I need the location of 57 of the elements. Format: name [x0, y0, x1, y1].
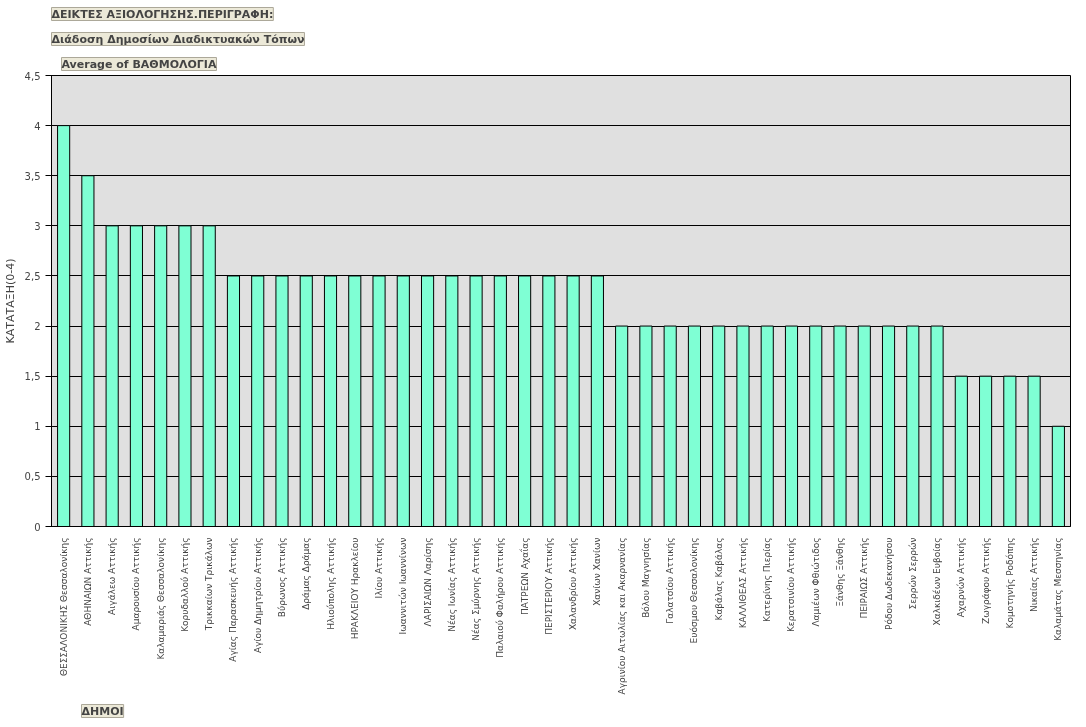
- x-tick-label: ΠΕΙΡΑΙΩΣ Αττικής: [859, 537, 870, 619]
- x-tick-label: Αμαρουσίου Αττικής: [131, 537, 142, 631]
- x-tick-label: Τρικκαίων Τρικάλων: [204, 537, 215, 632]
- x-tick-label: Κατερίνης Πιερίας: [762, 537, 773, 622]
- x-tick-label: ΠΑΤΡΕΩΝ Αχαΐας: [518, 537, 530, 616]
- x-tick-label: Νέας Ιωνίας Αττικής: [446, 537, 457, 632]
- x-tick-label: Καλαμαριάς Θεσσαλονίκης: [155, 537, 166, 660]
- x-tick-label: Χανίων Χανίων: [592, 537, 603, 606]
- x-tick-label: Κομοτηνής Ροδόπης: [1004, 537, 1015, 629]
- x-tick-label: Χαλκιδέων Ευβοίας: [932, 537, 943, 626]
- x-tick-label: Νέας Σμύρνης Αττικής: [471, 537, 482, 641]
- y-tick-label: 2: [34, 321, 41, 333]
- x-tick-label: Αγίου Δημητρίου Αττικής: [252, 537, 263, 653]
- x-tick-label: Αιγάλεω Αττικής: [107, 537, 118, 615]
- x-tick-label: Αγίας Παρασκευής Αττικής: [228, 537, 239, 662]
- x-tick-label: Ρόδου Δωδεκανήσου: [883, 537, 894, 630]
- y-tick-label: 1: [34, 421, 41, 433]
- x-tick-label: Αγρινίου Αιτωλίας και Ακαρνανίας: [616, 537, 627, 695]
- y-tick-label: 4,5: [24, 70, 41, 82]
- x-tick-label: Βόλου Μαγνησίας: [640, 537, 651, 618]
- x-tick-label: ΘΕΣΣΑΛΟΝΙΚΗΣ Θεσσαλονίκης: [58, 537, 69, 677]
- x-tick-label: ΗΡΑΚΛΕΙΟΥ Ηρακλείου: [349, 537, 360, 640]
- x-tick-label: Χαλανδρίου Αττικής: [568, 537, 579, 631]
- chart-title: ΔΕΙΚΤΕΣ ΑΞΙΟΛΟΓΗΣΗΣ.ΠΕΡΙΓΡΑΦΗ:: [51, 7, 274, 21]
- x-tick-label: Λαμιέων Φθιώτιδος: [810, 537, 821, 627]
- x-tick-label: Αχαρνών Αττικής: [956, 537, 967, 618]
- y-tick-label: 0: [34, 521, 41, 533]
- chart-subtitle: Διάδοση Δημοσίων Διαδικτυακών Τόπων: [51, 32, 305, 46]
- x-tick-label: ΚΑΛΛΙΘΕΑΣ Αττικής: [737, 537, 748, 629]
- y-tick-label: 1,5: [24, 371, 41, 383]
- x-tick-label: Κορυδαλλού Αττικής: [179, 537, 190, 632]
- y-tick-label: 2,5: [24, 270, 41, 282]
- x-tick-label: Ζωγράφου Αττικής: [980, 537, 991, 625]
- x-tick-label: Ευόσμου Θεσσαλονίκης: [689, 537, 700, 644]
- x-tick-label: ΠΕΡΙΣΤΕΡΙΟΥ Αττικής: [543, 537, 554, 635]
- x-tick-label: ΑΘΗΝΑΙΩΝ Αττικής: [82, 537, 93, 626]
- x-tick-label: Ηλιούπολης Αττικής: [325, 537, 336, 630]
- x-tick-label: Παλαιού Φαλήρου Αττικής: [495, 537, 506, 658]
- x-tick-label: Νικαίας Αττικής: [1029, 537, 1040, 612]
- text: Average of ΒΑΘΜΟΛΟΓΙΑ: [61, 57, 217, 71]
- x-tick-label: ΛΑΡΙΣΑΙΩΝ Λαρίσης: [422, 537, 433, 627]
- x-tick-label: Καβάλας Καβάλας: [713, 537, 724, 621]
- y-tick-label: 3,5: [24, 170, 41, 182]
- x-tick-label: Κερατσινίου Αττικής: [786, 537, 797, 633]
- x-axis-title: ΔΗΜΟΙ: [81, 704, 124, 718]
- x-tick-label: Σερρών Σερρών: [907, 537, 918, 610]
- x-tick-label: Γαλατσίου Αττικής: [665, 537, 676, 624]
- y-tick-label: 3: [34, 220, 41, 232]
- x-tick-label: Δράμας Δράμας: [301, 537, 312, 610]
- y-tick-label: 0,5: [24, 471, 41, 483]
- y-axis-title: ΚΑΤΑΤΑΞΗ(0-4): [3, 258, 17, 344]
- x-tick-label: Ιλίου Αττικής: [374, 537, 385, 599]
- x-tick-label: Ιωαννιτών Ιωαννίνων: [398, 537, 409, 635]
- y-tick-label: 4: [34, 120, 41, 132]
- x-tick-label: Βύρωνος Αττικής: [276, 537, 287, 618]
- x-tick-label: Καλαμάτας Μεσσηνίας: [1053, 537, 1064, 641]
- x-tick-label: Ξάνθης Ξάνθης: [835, 537, 846, 607]
